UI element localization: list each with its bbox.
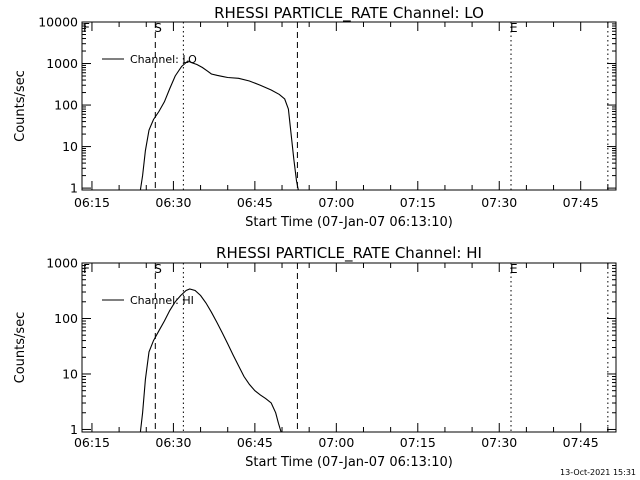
series-line [139, 288, 282, 432]
x-tick-label: 07:15 [400, 435, 436, 450]
y-tick-label: 1000 [46, 256, 78, 271]
marker-f: F [83, 21, 90, 35]
plot-frame [81, 262, 617, 433]
x-tick-label: 06:15 [74, 435, 110, 450]
legend-label: Channel: LO [130, 53, 197, 66]
x-tick-label: 07:45 [563, 195, 599, 210]
y-tick-label: 10 [62, 366, 78, 381]
x-axis-label: Start Time (07-Jan-07 06:13:10) [245, 455, 453, 470]
chart-title: RHESSI PARTICLE_RATE Channel: HI [216, 244, 482, 263]
x-tick-label: 06:15 [74, 195, 110, 210]
x-tick-label: 06:45 [237, 435, 273, 450]
y-tick-label: 1 [70, 422, 78, 437]
x-tick-label: 06:30 [155, 195, 191, 210]
y-tick-label: 1000 [46, 56, 78, 71]
x-tick-label: 07:30 [481, 195, 517, 210]
marker-e: E [510, 21, 518, 35]
marker-e: E [510, 262, 518, 276]
series-line [139, 60, 299, 190]
x-tick-label: 07:45 [563, 435, 599, 450]
footer-timestamp: 13-Oct-2021 15:31 [560, 468, 636, 477]
panel-lo: RHESSI PARTICLE_RATE Channel: LO Start Ti… [13, 4, 617, 230]
y-tick-label: 100 [54, 311, 78, 326]
y-tick-label: 1 [70, 181, 78, 196]
panel-hi: RHESSI PARTICLE_RATE Channel: HI Start Ti… [13, 244, 617, 470]
chart-title: RHESSI PARTICLE_RATE Channel: LO [214, 4, 484, 23]
x-tick-label: 06:45 [237, 195, 273, 210]
y-tick-label: 10000 [38, 15, 78, 30]
y-tick-label: 10 [62, 139, 78, 154]
marker-s: S [154, 21, 162, 35]
x-tick-label: 07:00 [318, 195, 354, 210]
plot-frame [81, 21, 617, 191]
x-tick-label: 07:15 [400, 195, 436, 210]
y-axis-label: Counts/sec [13, 70, 28, 142]
x-tick-label: 06:30 [155, 435, 191, 450]
x-tick-label: 07:00 [318, 435, 354, 450]
legend-label: Channel: HI [130, 294, 194, 307]
y-tick-label: 100 [54, 98, 78, 113]
y-axis-label: Counts/sec [13, 312, 28, 384]
x-axis-label: Start Time (07-Jan-07 06:13:10) [245, 215, 453, 230]
marker-f: F [83, 262, 90, 276]
x-tick-label: 07:30 [481, 435, 517, 450]
marker-s: S [154, 262, 162, 276]
